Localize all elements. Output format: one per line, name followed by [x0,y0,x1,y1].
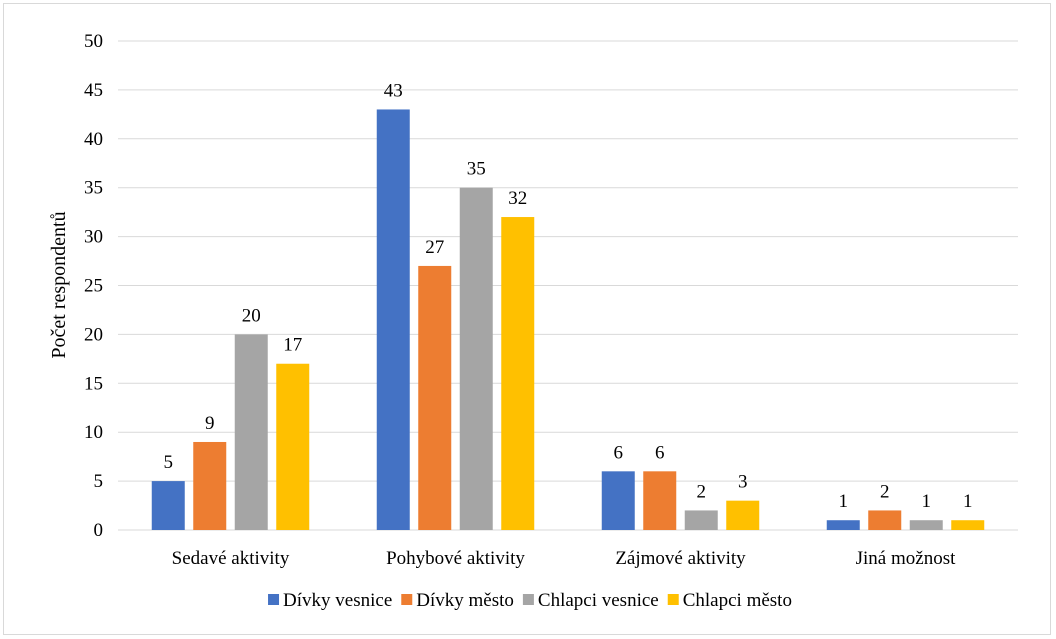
data-label: 6 [655,442,665,463]
legend-label: Dívky vesnice [283,590,392,611]
data-label: 9 [205,413,215,434]
bar [193,441,227,530]
bar [826,520,860,530]
x-category-label: Zájmové aktivity [615,548,746,569]
bars [151,109,985,531]
data-label: 1 [963,491,973,512]
x-category-label: Pohybové aktivity [386,548,525,569]
y-tick-label: 45 [84,80,103,101]
data-label: 3 [738,472,748,493]
legend-label: Chlapci vesnice [538,590,659,611]
y-axis-ticks: 0 5 10 15 20 25 30 35 40 45 50 [84,31,103,541]
bar [643,471,677,530]
bar [459,187,493,530]
bar [501,217,535,531]
legend-item: Dívky vesnice [268,590,392,611]
legend-label: Dívky město [416,590,514,611]
legend-swatch [401,594,413,605]
data-label: 27 [425,237,444,258]
y-tick-label: 30 [84,227,103,248]
bar [909,520,943,530]
y-tick-label: 40 [84,129,103,150]
data-label: 20 [242,305,261,326]
data-label: 17 [283,335,302,356]
y-axis-label: Počet respondentů [48,211,70,358]
bar [276,363,310,530]
y-tick-label: 35 [84,178,103,199]
x-category-label: Jiná možnost [856,548,956,569]
data-label: 2 [880,481,890,502]
bar [418,265,452,530]
y-tick-label: 10 [84,422,103,443]
data-label: 6 [614,442,624,463]
data-label: 5 [164,452,174,473]
data-label: 2 [697,481,707,502]
y-tick-label: 15 [84,373,103,394]
legend-label: Chlapci město [683,590,792,611]
legend-item: Chlapci vesnice [522,590,659,611]
legend: Dívky vesnice Dívky město Chlapci vesnice C… [268,590,792,611]
bar [151,481,185,530]
legend-swatch [667,594,679,605]
data-label: 1 [839,491,849,512]
data-label: 43 [384,80,403,101]
data-labels: 5 9 20 17 43 27 35 32 6 6 2 3 1 2 1 1 [164,80,973,512]
y-tick-label: 20 [84,324,103,345]
y-tick-label: 0 [94,520,104,541]
data-label: 35 [467,159,486,180]
legend-swatch [522,594,534,605]
data-label: 32 [508,188,527,209]
x-category-label: Sedavé aktivity [172,548,290,569]
bar [234,334,268,530]
gridlines [118,40,1018,531]
data-label: 1 [922,491,932,512]
y-tick-label: 50 [84,31,103,52]
legend-item: Dívky město [401,590,514,611]
y-tick-label: 5 [94,471,104,492]
bar [376,109,410,531]
bar [684,510,718,530]
legend-swatch [268,594,280,605]
bar [951,520,985,530]
legend-item: Chlapci město [667,590,792,611]
x-axis-categories: Sedavé aktivity Pohybové aktivity Zájmové … [172,548,956,569]
y-tick-label: 25 [84,276,103,297]
bar [868,510,902,530]
bar [601,471,635,530]
bar [726,500,760,530]
